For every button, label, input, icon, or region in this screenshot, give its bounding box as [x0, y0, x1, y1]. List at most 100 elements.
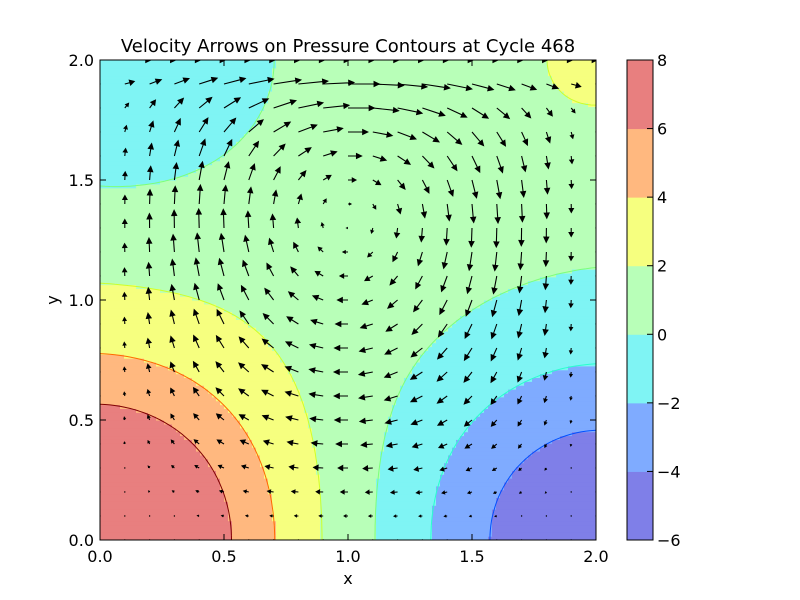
contour-band-cell — [100, 83, 273, 88]
velocity-arrow — [122, 316, 128, 325]
velocity-arrow — [517, 419, 523, 427]
velocity-arrow — [411, 442, 423, 449]
contour-band-cell — [468, 311, 596, 317]
velocity-arrow — [387, 465, 398, 472]
contour-band-cell — [312, 435, 385, 440]
contour-band-cell — [552, 79, 596, 84]
velocity-arrow — [148, 515, 151, 517]
velocity-arrow — [121, 218, 128, 228]
contour-band-cell — [264, 474, 321, 479]
contour-band-cell — [100, 195, 596, 200]
velocity-arrow — [413, 465, 423, 472]
velocity-arrow — [568, 275, 574, 285]
contour-band-cell — [256, 450, 317, 456]
velocity-arrow — [262, 439, 274, 446]
contour-band-cell — [380, 466, 445, 471]
contour-band-cell — [296, 385, 401, 390]
velocity-arrow — [517, 443, 523, 449]
velocity-arrow — [372, 131, 394, 138]
contour-band-cell — [472, 307, 596, 313]
velocity-arrow — [490, 419, 498, 427]
contour-band-cell — [100, 284, 137, 289]
velocity-arrow — [415, 275, 423, 290]
contour-band-cell — [380, 450, 453, 456]
velocity-arrow — [285, 415, 299, 422]
contour-band-cell — [520, 462, 596, 468]
contour-band-cell — [100, 288, 161, 293]
contour-band-cell — [264, 106, 596, 111]
contour-band-cell — [304, 400, 397, 406]
velocity-arrow — [215, 334, 225, 349]
velocity-arrow — [218, 232, 226, 253]
contour-band-cell — [272, 87, 561, 92]
velocity-arrow — [436, 395, 448, 404]
velocity-arrow — [242, 489, 249, 494]
contour-band-cell — [316, 466, 381, 471]
velocity-arrow — [337, 464, 348, 472]
contour-band-cell — [544, 443, 596, 448]
velocity-arrow — [496, 131, 507, 147]
velocity-arrow — [124, 102, 130, 109]
contour-band-cell — [100, 462, 209, 468]
velocity-arrow — [170, 439, 175, 445]
contour-band-cell — [496, 501, 596, 506]
velocity-arrow — [298, 78, 329, 85]
contour-band-cell — [100, 94, 269, 100]
contour-band-cell — [320, 493, 377, 499]
velocity-arrow — [244, 514, 249, 518]
velocity-arrow — [421, 179, 430, 194]
velocity-arrow — [516, 299, 524, 317]
contour-band-cell — [524, 458, 596, 464]
contour-band-cell — [512, 474, 596, 479]
velocity-arrow — [238, 388, 250, 397]
contour-band-cell — [232, 412, 309, 417]
velocity-arrow — [441, 490, 448, 495]
contour-band-cell — [252, 443, 313, 448]
velocity-arrow — [262, 313, 274, 325]
contour-band-cell — [272, 497, 321, 502]
contour-band-cell — [252, 125, 596, 131]
contour-band-cell — [312, 443, 385, 448]
velocity-arrow — [364, 489, 373, 495]
contour-band-cell — [244, 133, 596, 139]
contour-band-cell — [568, 94, 596, 100]
colorbar-band — [627, 265, 653, 335]
contour-band-cell — [100, 311, 233, 317]
contour-band-cell — [100, 71, 273, 77]
contour-band-cell — [100, 330, 261, 336]
contour-band-cell — [484, 408, 596, 413]
contour-band-cell — [508, 288, 596, 293]
velocity-arrow — [437, 442, 448, 449]
contour-band-cell — [200, 450, 257, 456]
velocity-arrow — [320, 221, 325, 229]
velocity-arrow — [173, 515, 176, 517]
contour-band-cell — [432, 516, 493, 522]
contour-band-cell — [492, 516, 596, 522]
contour-band-cell — [380, 462, 445, 468]
contour-band-cell — [176, 176, 596, 181]
contour-band-cell — [272, 71, 549, 77]
contour-band-cell — [212, 160, 596, 166]
velocity-arrow — [446, 179, 455, 197]
contour-band-cell — [100, 420, 165, 425]
contour-band-cell — [100, 427, 177, 433]
velocity-arrow — [543, 179, 551, 195]
velocity-arrow — [348, 104, 376, 112]
contour-band-cell — [280, 354, 421, 359]
contour-band-cell — [320, 501, 377, 506]
contour-band-cell — [100, 60, 277, 65]
velocity-arrow — [318, 514, 324, 518]
contour-band-cell — [100, 443, 197, 448]
contour-band-cell — [388, 416, 477, 421]
contour-band-cell — [232, 520, 277, 526]
velocity-arrow — [519, 179, 527, 198]
contour-band-cell — [444, 470, 513, 475]
contour-band-cell — [216, 303, 481, 309]
contour-band-cell — [100, 133, 245, 139]
contour-band-cell — [320, 481, 377, 487]
velocity-arrow — [145, 337, 153, 349]
contour-band-cell — [436, 489, 501, 495]
contour-band-cell — [500, 489, 596, 495]
contour-band-cell — [136, 408, 229, 413]
